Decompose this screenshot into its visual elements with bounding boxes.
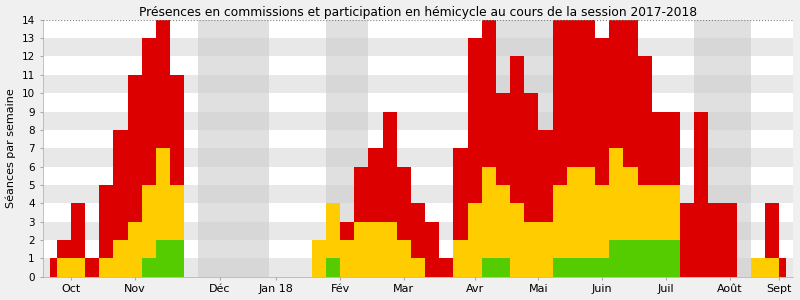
Bar [42, 20, 794, 38]
Bar [42, 56, 794, 75]
Y-axis label: Séances par semaine: Séances par semaine [6, 88, 16, 208]
Bar [694, 20, 751, 277]
Bar [42, 258, 794, 277]
Bar [42, 185, 794, 203]
Bar [42, 167, 794, 185]
Bar [198, 20, 270, 277]
Bar [42, 38, 794, 56]
Bar [42, 112, 794, 130]
Bar [326, 20, 368, 277]
Bar [42, 75, 794, 93]
Bar [42, 148, 794, 166]
Bar [482, 20, 553, 277]
Bar [42, 240, 794, 258]
Bar [42, 130, 794, 148]
Title: Présences en commissions et participation en hémicycle au cours de la session 20: Présences en commissions et participatio… [139, 6, 697, 19]
Bar [42, 203, 794, 222]
Bar [42, 222, 794, 240]
Bar [42, 93, 794, 112]
